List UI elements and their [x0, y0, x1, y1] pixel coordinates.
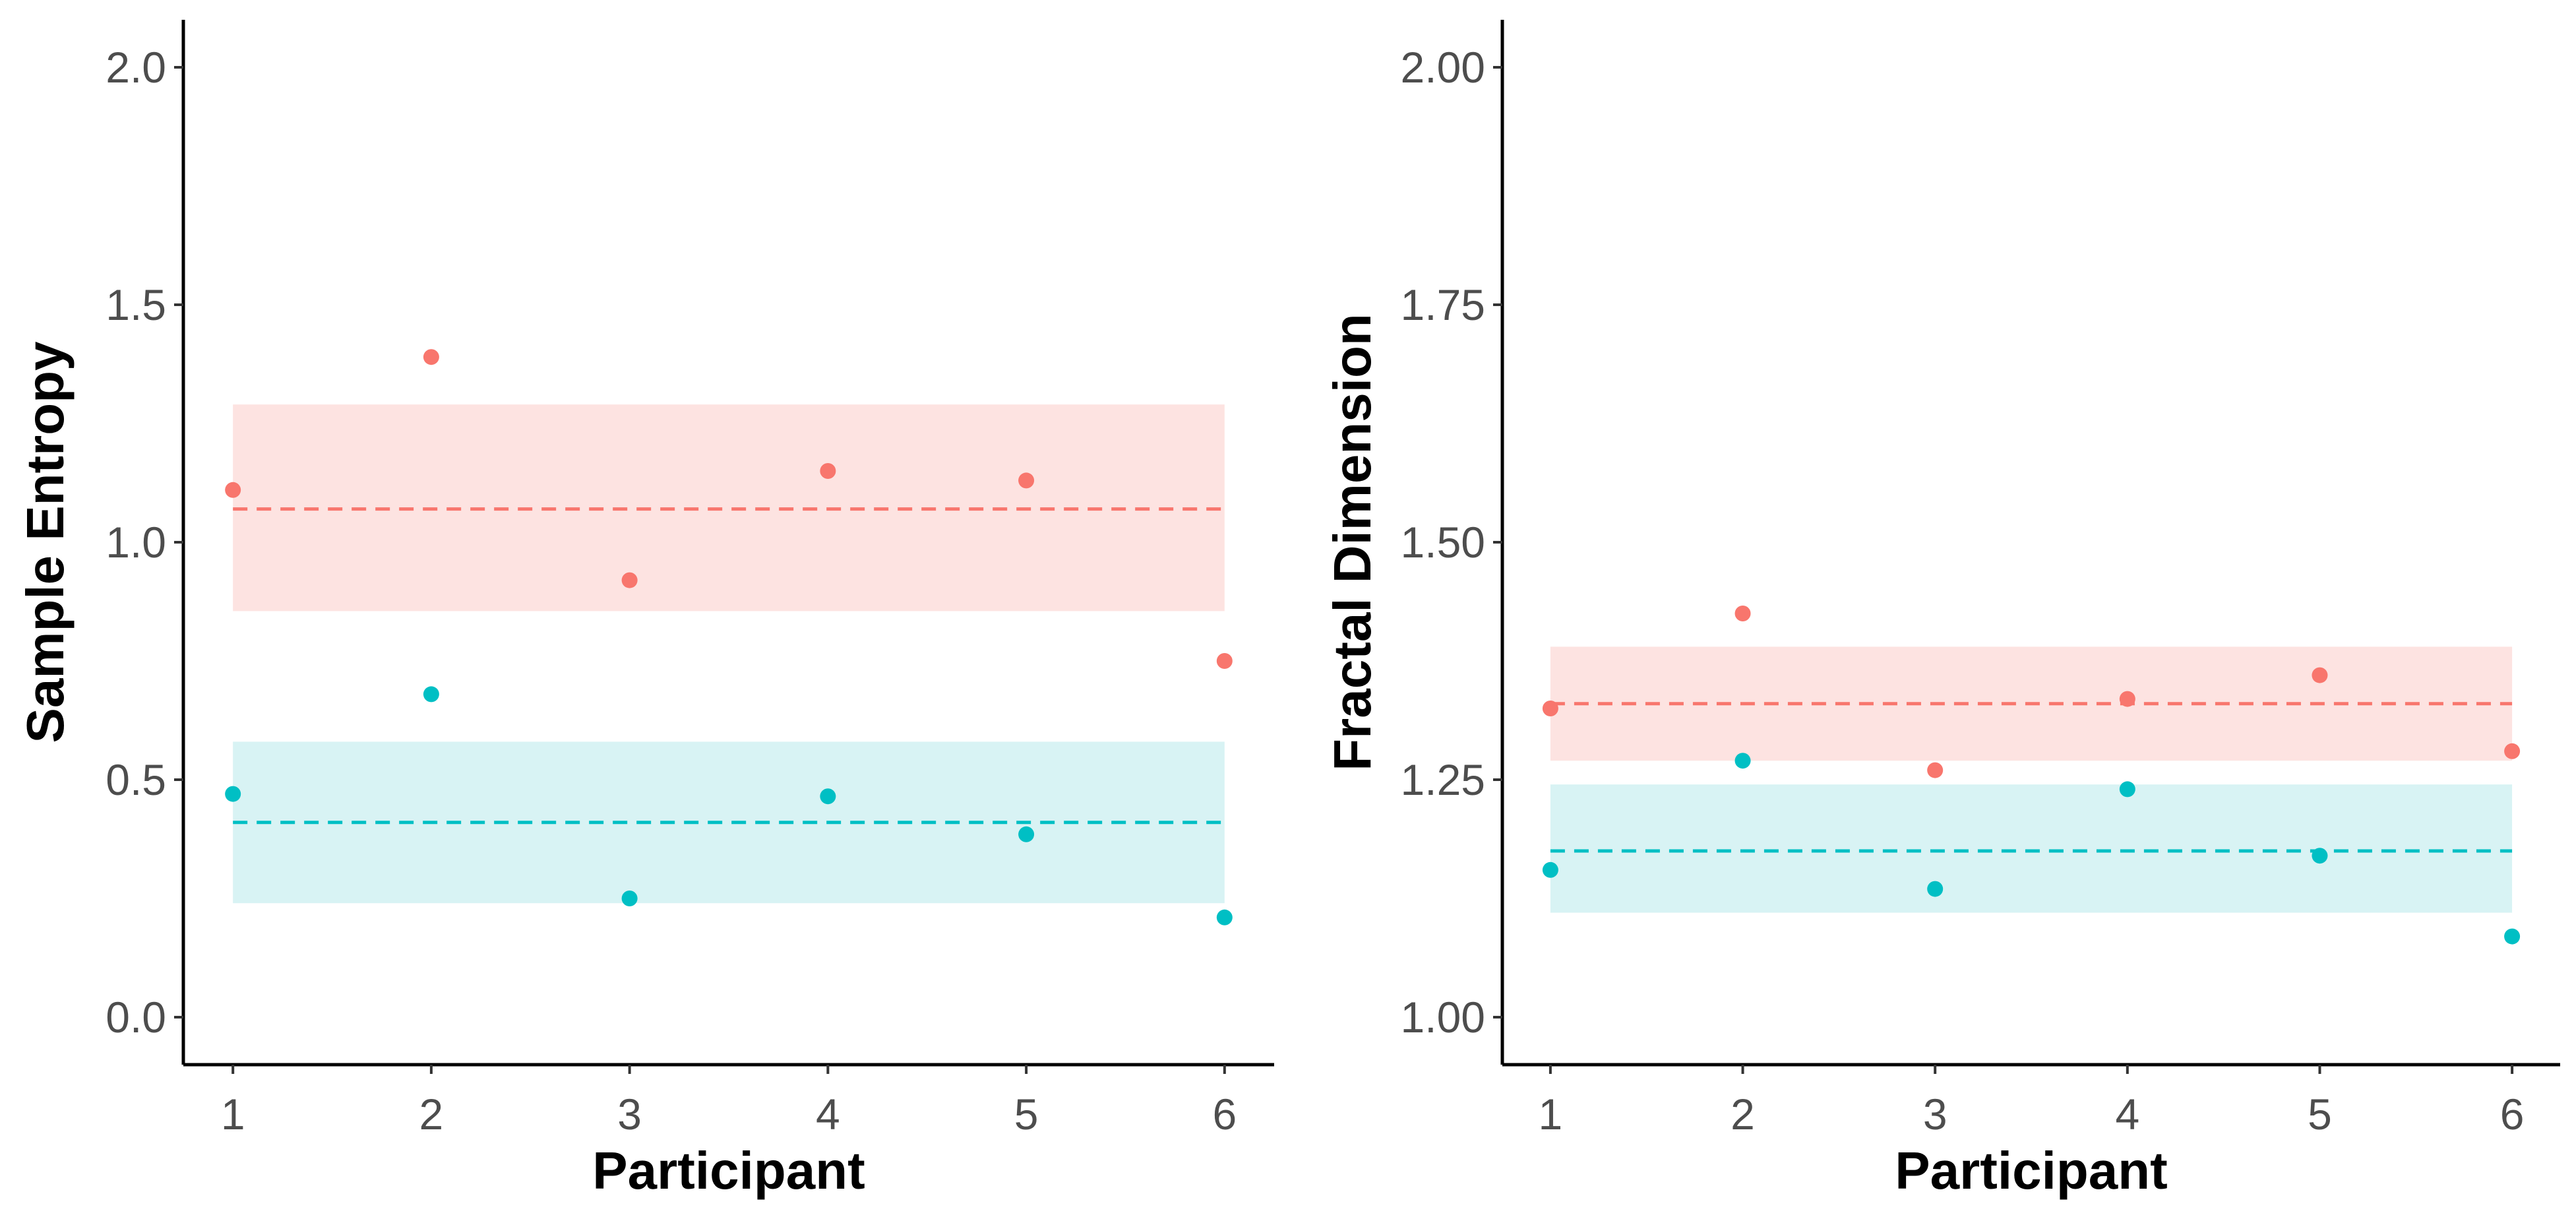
fractal-dimension-panel: 1.00 1.25 1.50 1.75 2.00 1 2 3 4 5 6 Participant Fra…	[1323, 20, 2560, 1200]
sample-entropy-y-tick-label: 1.0	[106, 518, 166, 567]
sample-entropy-group_b-point-3	[621, 891, 638, 906]
fractal-dimension-group_b-point-4	[2119, 781, 2135, 798]
sample-entropy-y-axis-title: Sample Entropy	[16, 341, 75, 743]
sample-entropy-group_b-point-6	[1216, 909, 1233, 925]
sample-entropy-group_a-point-4	[820, 463, 836, 479]
fractal-dimension-y-tick-label: 1.00	[1401, 993, 1485, 1042]
fractal-dimension-x-tick-label: 5	[2308, 1090, 2332, 1139]
sample-entropy-x-tick-label: 2	[419, 1090, 444, 1139]
fractal-dimension-x-tick-label: 3	[1923, 1090, 1947, 1139]
fractal-dimension-y-axis-title: Fractal Dimension	[1323, 313, 1382, 771]
sample-entropy-x-axis-title: Participant	[592, 1141, 865, 1200]
sample-entropy-group_a-point-1	[225, 482, 241, 498]
fractal-dimension-group_a-point-6	[2504, 743, 2521, 759]
sample-entropy-group_b-point-2	[423, 686, 439, 703]
sample-entropy-y-tick-label: 1.5	[106, 280, 166, 329]
sample-entropy-group_a-point-6	[1216, 653, 1233, 669]
fractal-dimension-group_b-point-5	[2312, 848, 2328, 864]
fractal-dimension-group_a-point-4	[2119, 691, 2135, 707]
sample-entropy-panel: 0.0 0.5 1.0 1.5 2.0 1 2 3 4 5 6 Participant Sample E…	[16, 20, 1274, 1200]
fractal-dimension-group_a-point-5	[2312, 667, 2328, 683]
fractal-dimension-x-tick-label: 1	[1539, 1090, 1563, 1139]
sample-entropy-x-tick-label: 3	[617, 1090, 642, 1139]
sample-entropy-group_a-point-3	[621, 572, 638, 588]
fractal-dimension-group_a-point-1	[1542, 701, 1558, 716]
sample-entropy-y-tick-label: 0.5	[106, 755, 166, 804]
fractal-dimension-x-tick-label: 6	[2500, 1090, 2525, 1139]
fractal-dimension-group_a-point-3	[1927, 762, 1944, 778]
sample-entropy-group_a-confidence-band	[233, 404, 1225, 611]
sample-entropy-group_b-point-4	[820, 788, 836, 805]
fractal-dimension-group_b-point-2	[1734, 753, 1751, 769]
fractal-dimension-group_b-point-1	[1542, 861, 1558, 878]
fractal-dimension-y-tick-label: 1.75	[1401, 280, 1485, 329]
fractal-dimension-x-axis-title: Participant	[1895, 1141, 2167, 1200]
sample-entropy-y-tick-label: 2.0	[106, 43, 166, 92]
sample-entropy-group_b-point-1	[225, 786, 241, 802]
fractal-dimension-y-tick-label: 2.00	[1401, 43, 1485, 92]
fractal-dimension-group_b-confidence-band	[1550, 784, 2513, 913]
sample-entropy-x-tick-label: 1	[221, 1090, 245, 1139]
fractal-dimension-y-tick-label: 1.50	[1401, 518, 1485, 567]
fractal-dimension-x-tick-label: 2	[1731, 1090, 1755, 1139]
fractal-dimension-group_a-point-2	[1734, 606, 1751, 621]
sample-entropy-group_b-point-5	[1018, 826, 1035, 842]
sample-entropy-group_a-point-5	[1018, 472, 1035, 489]
sample-entropy-x-tick-label: 5	[1014, 1090, 1039, 1139]
fractal-dimension-y-tick-label: 1.25	[1401, 755, 1485, 804]
fractal-dimension-group_b-point-3	[1927, 881, 1944, 897]
sample-entropy-group_a-point-2	[423, 349, 439, 365]
sample-entropy-y-tick-label: 0.0	[106, 993, 166, 1042]
sample-entropy-group_b-confidence-band	[233, 741, 1225, 904]
fractal-dimension-x-tick-label: 4	[2115, 1090, 2139, 1139]
sample-entropy-x-tick-label: 6	[1212, 1090, 1237, 1139]
fractal-dimension-group_b-point-6	[2504, 928, 2521, 945]
sample-entropy-x-tick-label: 4	[816, 1090, 840, 1139]
